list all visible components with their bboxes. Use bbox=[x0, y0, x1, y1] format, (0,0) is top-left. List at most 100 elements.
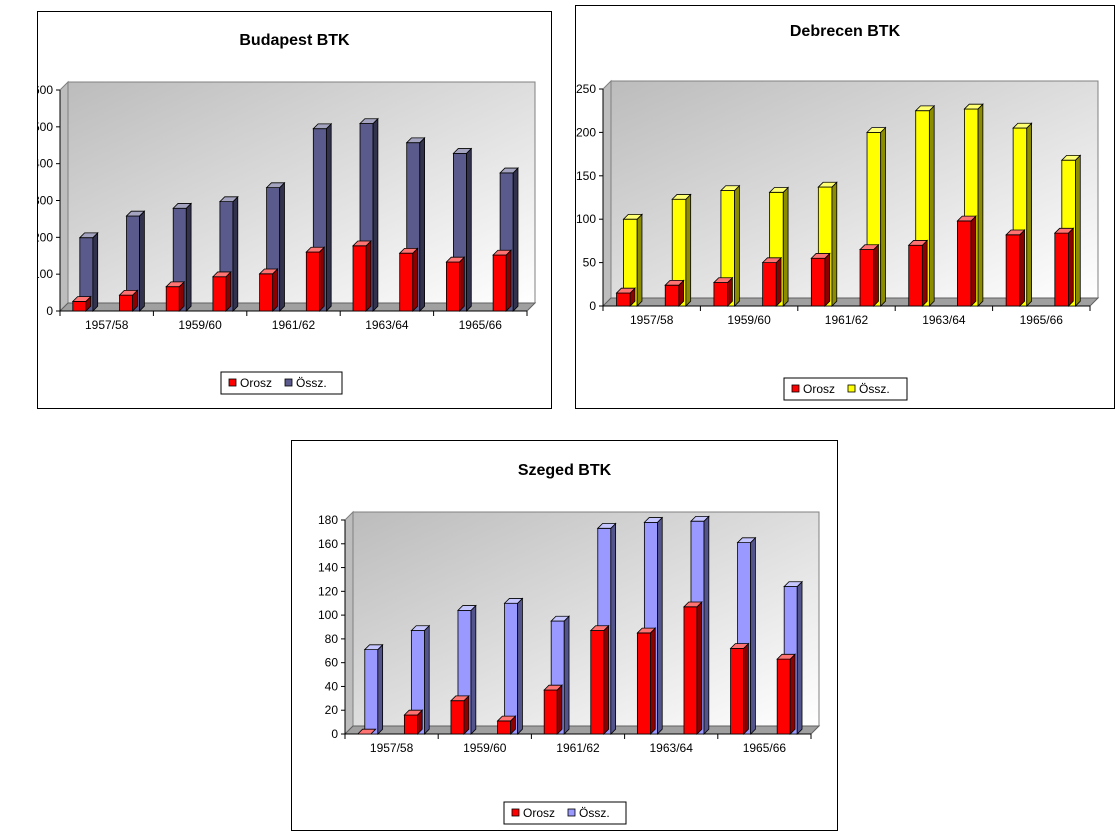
chart-debrecen-svg: Debrecen BTK 0 50 100 150 200 250 1957/58 1959/6… bbox=[576, 23, 1100, 401]
legend-label: Össz. bbox=[579, 806, 610, 820]
x-tick-label: 1957/58 bbox=[370, 741, 414, 755]
bar-orosz bbox=[71, 295, 92, 312]
x-tick-label: 1959/60 bbox=[178, 318, 222, 332]
bar-orosz bbox=[496, 715, 517, 735]
bar-orosz bbox=[589, 624, 610, 735]
plot-side-wall bbox=[602, 79, 612, 308]
bar-orosz bbox=[1053, 227, 1075, 307]
x-tick-label: 1959/60 bbox=[727, 313, 771, 327]
bar-orosz bbox=[729, 642, 750, 735]
x-tick-label: 1963/64 bbox=[922, 313, 966, 327]
legend: Orosz Össz. bbox=[503, 801, 627, 825]
y-tick-label: 180 bbox=[318, 513, 338, 527]
bar-orosz bbox=[165, 280, 186, 312]
plot-side-wall bbox=[59, 80, 69, 313]
y-tick-label: 0 bbox=[331, 727, 338, 741]
legend-label: Össz. bbox=[859, 382, 890, 396]
y-tick-label: 80 bbox=[325, 632, 339, 646]
legend-label: Orosz bbox=[240, 376, 272, 390]
chart-budapest-svg: Budapest BTK 0 100 200 300 400 500 600 1957/58 19… bbox=[38, 32, 537, 395]
bar-orosz bbox=[398, 247, 419, 312]
bar-orosz bbox=[810, 252, 831, 307]
legend-swatch bbox=[847, 384, 856, 393]
bar-orosz bbox=[683, 601, 703, 735]
chart-title: Budapest BTK bbox=[239, 32, 350, 49]
legend: Orosz Össz. bbox=[783, 377, 908, 401]
bar-orosz bbox=[712, 276, 734, 307]
bar-orosz bbox=[776, 653, 796, 735]
bar-ossz bbox=[719, 184, 741, 307]
x-tick-label: 1963/64 bbox=[365, 318, 409, 332]
chart-title: Szeged BTK bbox=[518, 462, 612, 479]
y-tick-label: 0 bbox=[46, 304, 53, 318]
x-tick-label: 1961/62 bbox=[556, 741, 600, 755]
chart-szeged-svg: Szeged BTK 0 20 40 60 80 100 120 140 160 180 1957/5… bbox=[318, 462, 821, 825]
bar-orosz bbox=[859, 243, 880, 307]
y-tick-label: 200 bbox=[576, 125, 596, 139]
y-tick-label: 100 bbox=[38, 267, 53, 281]
bar-orosz bbox=[211, 270, 232, 312]
x-tick-label: 1965/66 bbox=[1020, 313, 1064, 327]
bar-orosz bbox=[258, 268, 279, 312]
y-tick-label: 250 bbox=[576, 82, 596, 96]
x-tick-label: 1959/60 bbox=[463, 741, 507, 755]
bar-ossz bbox=[622, 213, 643, 307]
bar-orosz bbox=[1005, 229, 1026, 307]
x-tick-label: 1965/66 bbox=[459, 318, 503, 332]
bar-orosz bbox=[445, 256, 466, 312]
bar-ossz bbox=[671, 193, 692, 307]
y-tick-label: 100 bbox=[576, 212, 596, 226]
x-tick-label: 1961/62 bbox=[272, 318, 316, 332]
bar-orosz bbox=[956, 215, 977, 307]
legend: Orosz Össz. bbox=[220, 371, 343, 395]
y-tick-label: 40 bbox=[325, 679, 339, 693]
y-tick-label: 60 bbox=[325, 656, 339, 670]
bar-ossz bbox=[363, 643, 384, 735]
legend-label: Orosz bbox=[803, 382, 835, 396]
y-tick-label: 400 bbox=[38, 157, 53, 171]
legend-swatch bbox=[228, 378, 237, 387]
legend-swatch bbox=[511, 808, 520, 817]
plot-side-wall bbox=[344, 510, 354, 736]
bar-orosz bbox=[761, 256, 783, 307]
y-tick-label: 160 bbox=[318, 537, 338, 551]
bar-orosz bbox=[543, 684, 563, 735]
bar-orosz bbox=[403, 709, 424, 735]
y-tick-label: 20 bbox=[325, 703, 339, 717]
bar-ossz bbox=[78, 231, 99, 312]
y-tick-label: 120 bbox=[318, 584, 338, 598]
x-tick-label: 1963/64 bbox=[650, 741, 694, 755]
bar-orosz bbox=[664, 279, 685, 307]
bar-orosz bbox=[492, 249, 512, 312]
bar-orosz bbox=[636, 627, 657, 735]
bar-orosz bbox=[615, 287, 636, 307]
chart-panel-szeged: Szeged BTK 0 20 40 60 80 100 120 140 160 180 1957/5… bbox=[291, 440, 838, 831]
bar-orosz bbox=[305, 246, 326, 312]
chart-title: Debrecen BTK bbox=[790, 23, 901, 40]
bar-orosz bbox=[450, 694, 470, 735]
y-tick-label: 150 bbox=[576, 169, 596, 183]
legend-label: Össz. bbox=[296, 376, 327, 390]
bar-orosz bbox=[352, 240, 372, 312]
y-tick-label: 500 bbox=[38, 120, 53, 134]
legend-swatch bbox=[791, 384, 800, 393]
x-tick-label: 1957/58 bbox=[85, 318, 129, 332]
bar-orosz bbox=[356, 728, 377, 735]
y-tick-label: 0 bbox=[589, 299, 596, 313]
bar-orosz bbox=[118, 289, 139, 312]
bar-ossz bbox=[503, 597, 524, 735]
y-tick-label: 50 bbox=[583, 256, 597, 270]
chart-panel-budapest: Budapest BTK 0 100 200 300 400 500 600 1957/58 19… bbox=[37, 11, 552, 409]
legend-box bbox=[220, 371, 343, 395]
y-tick-label: 200 bbox=[38, 230, 53, 244]
legend-box bbox=[783, 377, 908, 401]
y-tick-label: 300 bbox=[38, 194, 53, 208]
legend-label: Orosz bbox=[523, 806, 555, 820]
y-tick-label: 100 bbox=[318, 608, 338, 622]
bar-orosz bbox=[907, 239, 929, 307]
legend-swatch bbox=[284, 378, 293, 387]
x-tick-label: 1961/62 bbox=[825, 313, 869, 327]
legend-box bbox=[503, 801, 627, 825]
legend-swatch bbox=[567, 808, 576, 817]
y-tick-label: 140 bbox=[318, 561, 338, 575]
